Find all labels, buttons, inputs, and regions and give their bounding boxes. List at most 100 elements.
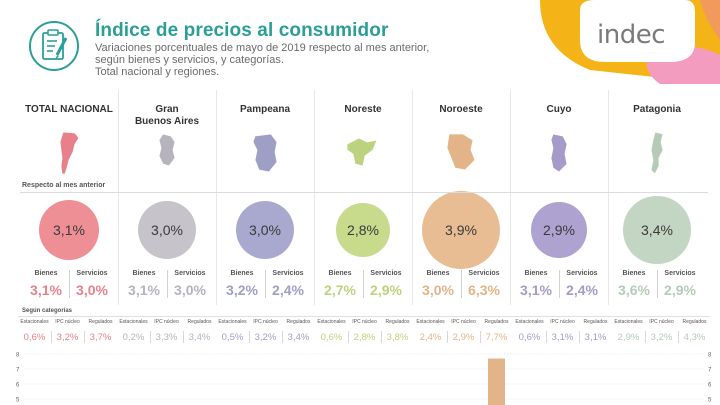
category-label: IPC núcleo (154, 319, 179, 325)
argentina-map-icon (59, 131, 80, 175)
category-cell: IPC núcleo 3,3% (150, 317, 183, 349)
nivel-general-bubble: 3,9% (421, 190, 501, 270)
category-value: 3,3% (155, 332, 178, 343)
category-chart: 8 8 7 7 6 6 5 5 (0, 348, 720, 405)
bienes-servicios-divider (461, 270, 462, 298)
category-divider (579, 331, 580, 343)
region-name-line: Noroeste (439, 104, 483, 115)
nivel-general-bubble: 3,1% (38, 199, 100, 261)
y-tick-label-right: 5 (708, 398, 712, 404)
category-divider (480, 331, 481, 343)
nivel-general-bubble: 3,0% (137, 200, 197, 260)
servicios-value: 6,3% (468, 282, 500, 298)
region-name-line: TOTAL NACIONAL (25, 104, 113, 115)
servicios-label: Servicios (468, 270, 500, 277)
category-label: IPC núcleo (649, 319, 674, 325)
nivel-general-value: 3,9% (445, 221, 477, 238)
decorative-shapes (540, 0, 720, 84)
category-divider (348, 331, 349, 343)
category-divider (249, 331, 250, 343)
bienes-label: Bienes (132, 270, 156, 277)
category-cell: Regulados 3,4% (282, 317, 315, 349)
nivel-general-bubble: 3,0% (235, 200, 295, 260)
clipboard-pencil-icon (29, 21, 79, 71)
region-column: Noreste 2,8% Bienes Servicios 2,7% 2,9% (314, 90, 412, 305)
category-cell: Estacionales 0,2% (117, 317, 150, 349)
category-label: Estacionales (614, 319, 643, 325)
category-cell: Estacionales 0,5% (216, 317, 249, 349)
category-cell: IPC núcleo 3,2% (645, 317, 678, 349)
category-cell: Estacionales 2,9% (612, 317, 645, 349)
bienes-servicios-divider (363, 270, 364, 298)
category-cell: IPC núcleo 2,8% (348, 317, 381, 349)
category-label: Regulados (187, 319, 212, 325)
category-value: 3,2% (56, 332, 79, 343)
bienes-label: Bienes (426, 270, 450, 277)
region-column: Noroeste 3,9% Bienes Servicios 3,0% 6,3% (412, 90, 510, 305)
category-value: 2,8% (353, 332, 376, 343)
region-name-line: Patagonia (633, 104, 681, 115)
nivel-general-value: 3,0% (151, 221, 183, 238)
noroeste-map-icon (446, 133, 476, 171)
cuyo-map-icon (550, 133, 568, 173)
category-divider (84, 331, 85, 343)
region-name-line: Buenos Aires (134, 116, 200, 127)
category-value: 3,7% (89, 332, 112, 343)
category-label: Estacionales (515, 319, 544, 325)
servicios-value: 2,9% (370, 282, 402, 298)
category-label: Regulados (682, 319, 707, 325)
region-column: Cuyo 2,9% Bienes Servicios 3,1% 2,4% (510, 90, 608, 305)
column-divider (412, 90, 413, 305)
noreste-map-icon (346, 137, 378, 167)
y-tick-label-left: 6 (16, 383, 20, 389)
y-tick-label-right: 6 (708, 383, 712, 389)
category-value: 3,2% (254, 332, 277, 343)
category-cell: Regulados 3,7% (84, 317, 117, 349)
category-divider (150, 331, 151, 343)
y-tick-label-left: 8 (16, 353, 20, 359)
category-value: 2,9% (617, 332, 640, 343)
categories-row: Estacionales 0,6% IPC núcleo 3,2% Regulados 3… (18, 316, 710, 348)
category-bar (488, 358, 505, 405)
region-name-line: Pampeana (239, 104, 291, 115)
category-value: 0,6% (320, 332, 343, 343)
servicios-label: Servicios (76, 270, 108, 277)
bienes-label: Bienes (34, 270, 58, 277)
region-column: TOTAL NACIONAL 3,1% Bienes Servicios 3,1% 3,0… (20, 90, 118, 305)
header: Índice de precios al consumidor Variacio… (0, 0, 720, 84)
category-value: 3,4% (287, 332, 310, 343)
page-title: Índice de precios al consumidor (95, 20, 389, 41)
category-value: 3,2% (650, 332, 673, 343)
region-name: Gran Buenos Aires (118, 104, 216, 128)
subtitle-line: según bienes y servicios, y categorías. (95, 54, 284, 66)
region-column: Gran Buenos Aires 3,0% Bienes Servicios 3,1% 3… (118, 90, 216, 305)
bienes-label: Bienes (524, 270, 548, 277)
bienes-value: 3,2% (226, 282, 258, 298)
bienes-value: 3,1% (128, 282, 160, 298)
nivel-general-value: 2,9% (543, 221, 575, 238)
category-cell: IPC núcleo 3,2% (249, 317, 282, 349)
section-label-segun: Según categorías (22, 308, 73, 314)
column-divider (608, 90, 609, 305)
category-divider (678, 331, 679, 343)
category-label: IPC núcleo (253, 319, 278, 325)
category-value: 3,1% (584, 332, 607, 343)
y-tick-label-right: 7 (708, 368, 712, 374)
indec-logo: indec (597, 20, 666, 50)
category-label: IPC núcleo (55, 319, 80, 325)
category-value: 0,2% (122, 332, 145, 343)
category-divider (282, 331, 283, 343)
bienes-label: Bienes (230, 270, 254, 277)
nivel-general-bubble: 2,9% (530, 201, 588, 259)
category-value: 7,7% (485, 332, 508, 343)
category-divider (51, 331, 52, 343)
category-label: IPC núcleo (451, 319, 476, 325)
category-cell: Estacionales 0,6% (18, 317, 51, 349)
bienes-label: Bienes (328, 270, 352, 277)
region-name-line: Gran (155, 104, 179, 115)
category-label: IPC núcleo (352, 319, 377, 325)
category-label: Regulados (286, 319, 311, 325)
bienes-servicios-divider (167, 270, 168, 298)
section-label-respecto: Respecto al mes anterior (22, 182, 106, 189)
category-value: 3,4% (188, 332, 211, 343)
